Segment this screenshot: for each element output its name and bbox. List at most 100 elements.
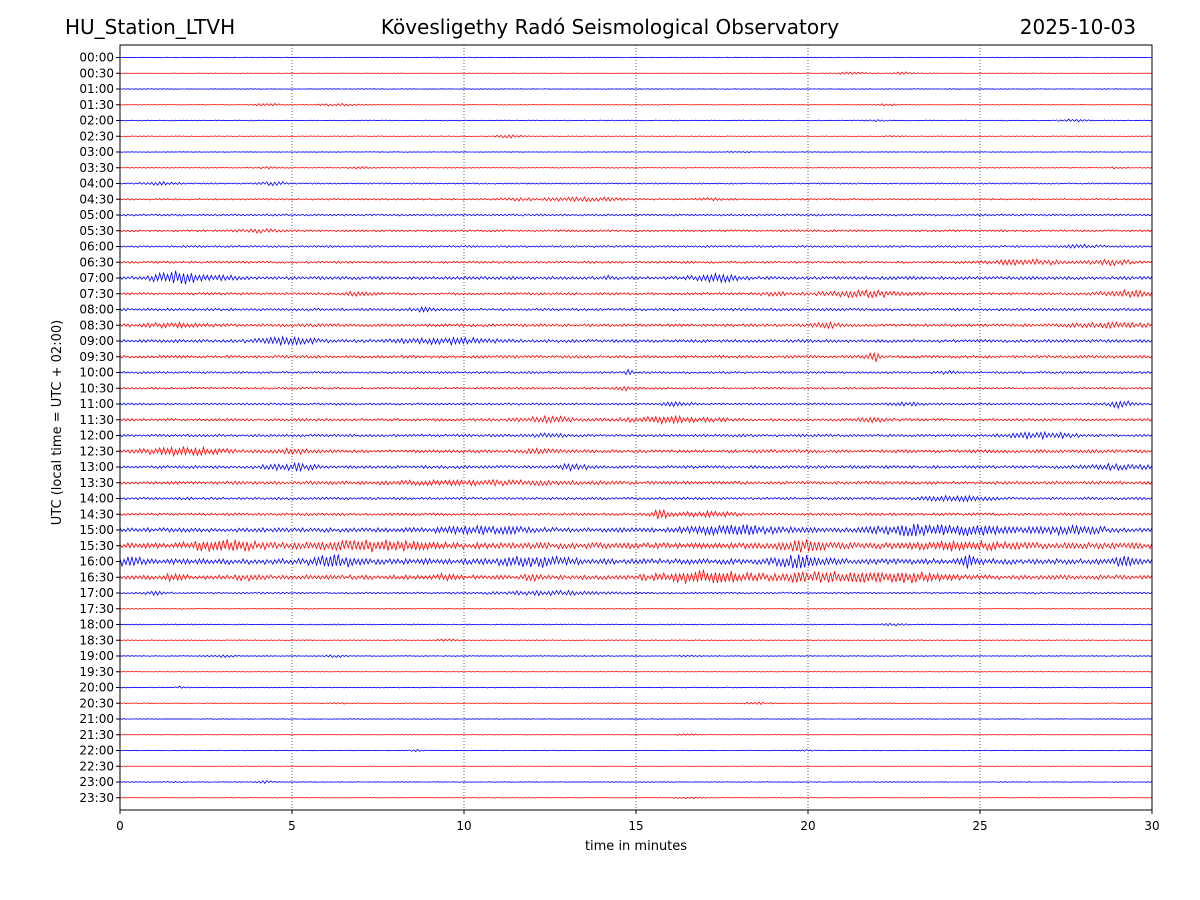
y-tick-label: 15:00 [79,523,114,537]
trace-0930 [119,351,1153,362]
y-tick-label: 15:30 [79,539,114,553]
y-tick-label: 13:00 [79,460,114,474]
y-tick-label: 14:30 [79,507,114,521]
y-tick-label: 23:00 [79,775,114,789]
y-tick-label: 09:30 [79,350,114,364]
y-tick-label: 01:00 [79,82,114,96]
y-tick-label: 07:00 [79,271,114,285]
y-tick-label: 19:00 [79,649,114,663]
trace-1330 [119,478,1153,488]
trace-1130 [119,414,1153,425]
y-tick-label: 04:00 [79,177,114,191]
trace-group [119,56,1153,800]
trace-1000 [119,368,1153,376]
trace-2300 [119,779,1153,785]
y-tick-label: 11:00 [79,397,114,411]
trace-1100 [119,400,1153,410]
y-tick-label: 17:30 [79,602,114,616]
trace-0700 [119,270,1153,285]
trace-1930 [119,671,1153,673]
y-tick-label: 19:30 [79,665,114,679]
x-tick-label: 0 [116,819,124,833]
trace-0100 [119,88,1153,90]
y-tick-label: 22:30 [79,759,114,773]
y-tick-label: 09:00 [79,334,114,348]
y-tick-label: 17:00 [79,586,114,600]
trace-1400 [119,494,1153,503]
y-tick-label: 05:00 [79,208,114,222]
y-tick-label: 10:00 [79,366,114,380]
observatory-title: Kövesligethy Radó Seismological Observat… [380,15,840,39]
trace-0300 [119,151,1153,154]
trace-2330 [119,796,1153,800]
y-tick-label: 08:00 [79,303,114,317]
y-tick-label: 16:00 [79,555,114,569]
x-tick-label: 10 [456,819,471,833]
y-tick-label: 18:00 [79,618,114,632]
trace-0330 [119,166,1153,170]
x-tick-label: 30 [1144,819,1159,833]
trace-0500 [119,213,1153,217]
trace-0830 [119,321,1153,330]
x-tick-label: 25 [972,819,987,833]
trace-2230 [119,765,1153,767]
trace-0430 [119,196,1153,203]
trace-0000 [119,56,1153,59]
y-tick-label: 23:30 [79,791,114,805]
trace-1830 [119,638,1153,642]
y-tick-label: 13:30 [79,476,114,490]
trace-2030 [119,701,1153,706]
y-tick-label: 02:30 [79,129,114,143]
y-tick-label: 16:30 [79,570,114,584]
y-tick-label: 18:30 [79,633,114,647]
y-tick-label: 04:30 [79,192,114,206]
trace-1800 [119,622,1153,627]
trace-1700 [119,589,1153,597]
station-title: HU_Station_LTVH [65,15,236,39]
trace-1730 [119,607,1153,610]
y-tick-label: 03:30 [79,161,114,175]
trace-2130 [119,733,1153,736]
y-tick-label: 20:30 [79,696,114,710]
y-tick-label: 06:30 [79,255,114,269]
trace-0130 [119,102,1153,107]
y-tick-label: 05:30 [79,224,114,238]
trace-0030 [119,71,1153,76]
trace-1030 [119,385,1153,392]
trace-2000 [119,685,1153,689]
trace-1430 [119,508,1153,520]
trace-0630 [119,258,1153,267]
y-tick-label: 12:00 [79,429,114,443]
trace-1300 [119,461,1153,473]
trace-1530 [119,539,1153,553]
y-tick-label: 03:00 [79,145,114,159]
trace-1200 [119,430,1153,441]
x-tick-label: 5 [288,819,296,833]
trace-0400 [119,180,1153,187]
trace-1230 [119,445,1153,458]
trace-0730 [119,288,1153,299]
trace-1900 [119,654,1153,659]
grid-lines [291,45,981,810]
y-tick-label: 10:30 [79,381,114,395]
y-tick-label: 06:00 [79,240,114,254]
trace-2100 [119,718,1153,720]
trace-1500 [119,523,1153,537]
trace-1600 [119,554,1153,569]
y-tick-label: 20:00 [79,681,114,695]
y-tick-label: 21:30 [79,728,114,742]
x-tick-label: 20 [800,819,815,833]
y-tick-label: 08:30 [79,318,114,332]
trace-2200 [119,748,1153,753]
y-tick-label: 02:00 [79,114,114,128]
x-axis-label: time in minutes [585,839,687,854]
trace-0230 [119,134,1153,139]
trace-0900 [119,335,1153,347]
y-axis-label: UTC (local time = UTC + 02:00) [50,320,65,525]
y-tick-label: 22:00 [79,744,114,758]
trace-0530 [119,228,1153,234]
trace-0800 [119,306,1153,313]
trace-1630 [119,569,1153,584]
y-tick-label: 21:00 [79,712,114,726]
